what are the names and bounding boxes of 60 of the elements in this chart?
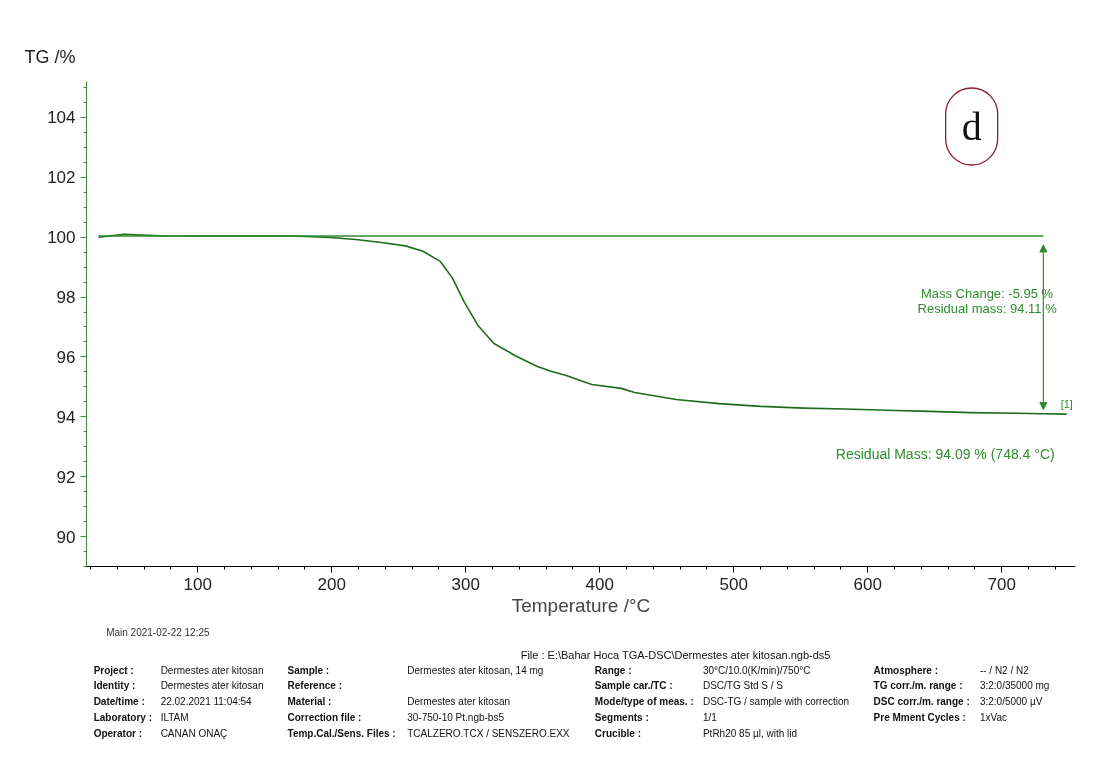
text: Atmosphere : [873,664,939,676]
y-tick-label: 102 [47,168,76,188]
text: Material : [287,696,332,707]
y-tick-label: 98 [56,288,76,308]
text: 30-750-10 Pt.ngb-bs5 [407,711,505,723]
text: Dermestes ater kitosan [160,664,264,676]
text: 22.02.2021 11:04:54 [160,696,253,707]
text: Temp.Cal./Sens. Files : [287,727,396,739]
text: Sample car./TC : [594,680,673,692]
text: Reference : [287,680,342,692]
y-tick-label: 90 [56,527,76,547]
y-tick-label: 100 [47,228,76,248]
text: Main 2021-02-22 12:25 [106,626,210,638]
annotation: Residual mass: 94.11 % [917,301,1058,317]
y-axis-title: TG /% [24,46,76,67]
text: Mode/type of meas. : [594,696,694,707]
text: 3:2:0/35000 mg [979,680,1050,692]
x-tick-label: 500 [719,574,748,594]
x-axis-title: Temperature /°C [511,594,651,616]
text: Pre Mment Cycles : [873,711,966,723]
text: ILTAM [160,711,189,723]
text: DSC corr./m. range : [873,696,970,707]
x-tick-label: 100 [183,574,212,594]
x-tick-label: 400 [585,574,614,594]
text: Correction file : [287,711,362,723]
annotation: [1] [1060,398,1073,411]
y-tick-label: 104 [47,108,76,128]
text: DSC-TG / sample with correction [702,696,850,707]
text: DSC/TG Std S / S [702,680,784,692]
text: Dermestes ater kitosan [160,680,264,692]
text: 30°C/10.0(K/min)/750°C [702,664,811,676]
text: TG corr./m. range : [873,680,963,692]
text: Range : [594,664,632,676]
y-tick-label: 92 [56,467,76,487]
text: Identity : [93,680,136,692]
text: Crucible : [594,727,641,739]
x-tick-label: 700 [987,574,1016,594]
y-tick-label: 96 [56,347,76,367]
x-tick-label: 600 [853,574,882,594]
x-tick-label: 200 [317,574,346,594]
annotation: d [961,104,982,149]
text: Segments : [594,711,649,723]
text: 3:2:0/5000 µV [979,696,1043,707]
text: Laboratory : [93,711,152,723]
text: Dermestes ater kitosan [407,696,511,707]
text: Operator : [93,727,142,739]
text: File : E:\Bahar Hoca TGA-DSC\Dermestes ater kitosan.ngb-ds5 [520,648,831,661]
text: 1/1 [702,711,718,723]
text: TCALZERO.TCX / SENSZERO.EXX [407,727,570,739]
x-tick-label: 300 [451,574,480,594]
text: CANAN ONAÇ [160,727,228,739]
text: -- / N2 / N2 [979,664,1030,676]
text: 1xVac [979,711,1007,723]
text: Project : [93,664,134,676]
text: Dermestes ater kitosan, 14 mg [407,664,544,676]
y-tick-label: 94 [56,407,76,427]
text: Date/time : [93,696,145,707]
text: Sample : [287,664,330,676]
text: PtRh20 85 µl, with lid [702,727,798,739]
annotation: Residual Mass: 94.09 % (748.4 °C) [835,446,1055,463]
